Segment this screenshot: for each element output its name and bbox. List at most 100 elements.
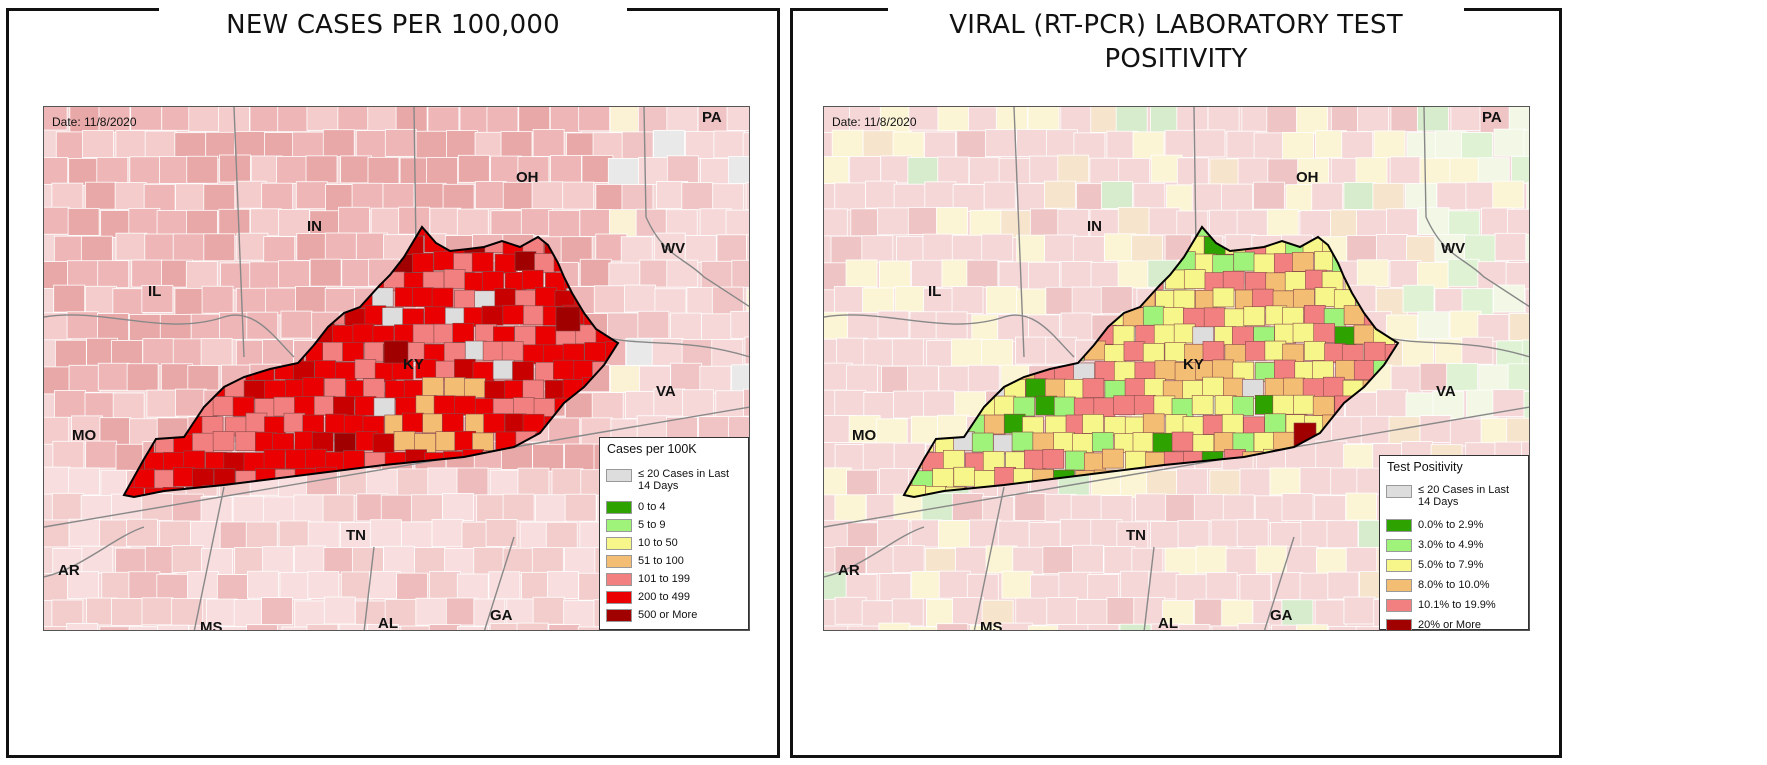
county [865,180,897,209]
ky-county [1202,376,1224,397]
ky-county [452,322,475,343]
county [1016,183,1048,212]
county [68,467,100,496]
county [879,573,912,601]
ky-county [953,466,976,487]
county [1131,547,1164,576]
county [502,181,535,210]
kentucky-outline [122,225,620,499]
state-label-oh: OH [1296,169,1319,186]
ky-county [372,433,395,454]
county [126,363,159,392]
ky-county [522,344,545,365]
county [1016,234,1049,263]
county [998,261,1031,290]
ky-county [173,467,195,487]
county [1000,622,1033,630]
legend-label: 51 to 100 [638,555,684,567]
county [279,572,312,601]
county [55,131,88,160]
county [532,129,565,157]
county [84,181,117,210]
state-label-mo: MO [72,427,97,444]
state-label-al: AL [1158,615,1178,631]
legend-item: 5.0% to 7.9% [1386,558,1483,572]
ky-county [1173,323,1196,344]
cases-map: Date: 11/8/2020 PA OH IN IL WV KY VA MO … [43,106,750,631]
ky-county [1274,323,1296,344]
county [549,107,582,133]
county [427,467,460,496]
positivity-map-graphic [824,107,1529,630]
state-label-al: AL [378,615,398,631]
county [159,314,192,342]
county [1355,157,1388,186]
ky-county [433,250,456,271]
county [824,208,848,237]
county [938,520,970,549]
state-label-tn: TN [1126,527,1146,544]
legend-swatch [1386,578,1412,592]
county [295,181,328,210]
county [396,468,429,497]
county [665,209,698,238]
ky-county [472,432,494,453]
county [875,418,908,447]
county [653,129,685,158]
ky-county [1272,394,1295,415]
state-label-ky: KY [403,356,424,373]
county [1220,183,1253,212]
county [1120,570,1153,599]
legend-item: 0 to 4 [606,500,666,514]
ky-county [1253,253,1276,274]
county [983,181,1016,210]
county [486,107,519,135]
county [368,571,401,599]
ky-county [1222,270,1245,291]
county [908,626,941,630]
county [834,444,867,472]
county [456,208,489,237]
county [550,155,582,183]
county [681,339,714,367]
state-label-ga: GA [490,607,513,624]
county [80,235,113,264]
county [338,206,370,235]
county [1236,518,1269,547]
county [1132,131,1165,160]
county [1355,626,1388,630]
county [323,547,356,575]
county [951,338,983,367]
county [1521,339,1529,368]
ky-county [263,449,286,470]
legend-swatch [606,469,632,482]
county [201,285,234,314]
county [473,546,506,575]
legend-swatch [1386,538,1412,552]
county [414,182,447,211]
county [306,623,339,630]
ky-county [494,253,517,274]
county [1449,418,1482,447]
county [877,310,910,339]
ky-county [1252,288,1274,309]
county [305,155,338,184]
county [846,469,879,498]
county [234,131,267,159]
county [699,365,732,394]
county [1162,600,1194,628]
county [845,259,878,288]
county [156,573,189,602]
county [938,570,971,599]
county [879,260,911,289]
ky-county [1314,287,1337,307]
county [1015,336,1047,365]
county [68,364,101,393]
ky-county [294,396,316,416]
county [1209,209,1241,238]
county [171,493,204,522]
right-panel-title: VIRAL (RT-PCR) LABORATORY TEST POSITIVIT… [949,10,1403,74]
county [295,286,327,314]
ky-county [362,378,385,399]
county [1466,389,1498,418]
